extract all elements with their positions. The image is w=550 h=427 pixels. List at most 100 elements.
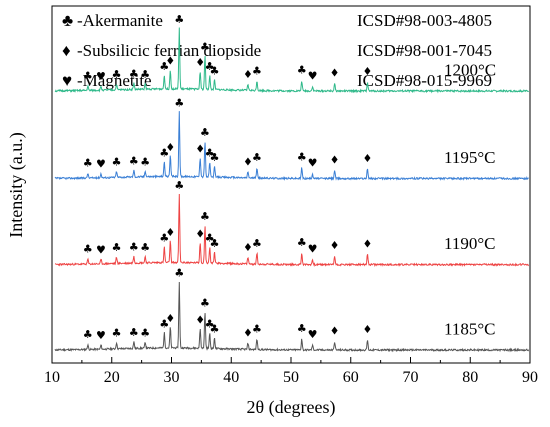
x-tick-label: 60	[343, 369, 359, 386]
peak-marker: ♣	[159, 318, 169, 331]
peak-marker: ♣	[297, 64, 307, 77]
peak-marker: ♣	[83, 243, 93, 256]
peak-marker: ♣	[129, 326, 139, 339]
peak-marker: ♣	[112, 155, 122, 168]
peak-marker: ♥	[308, 328, 318, 341]
peak-marker: ♥	[96, 70, 106, 83]
peak-marker: ♦	[165, 55, 175, 68]
peak-marker: ♣	[83, 69, 93, 82]
peak-marker: ♦	[243, 68, 253, 81]
phase-legend: ♣ -Akermanite ICSD#98-003-4805 ♦ -Subsil…	[62, 11, 492, 90]
series-layer: ♣ ♥ ♣ ♣ ♣♣♦♣♦♣♣♣ ♦ ♣ ♣ ♥ ♦ ♦ 1185°C♣ ♥ ♣ ♣ ♣♣♦♣♦♣♣♣ ♦ ♣ ♣ ♥…	[54, 13, 530, 353]
peak-marker: ♣	[252, 64, 262, 77]
peak-marker: ♣	[252, 151, 262, 164]
legend-ref-akermanite: ICSD#98-003-4805	[357, 11, 492, 30]
peak-marker: ♣	[140, 327, 150, 340]
x-tick-label: 90	[522, 369, 538, 386]
series-line	[54, 281, 530, 353]
peak-marker: ♣	[140, 68, 150, 81]
series-label: 1195°C	[444, 148, 496, 167]
peak-marker: ♣	[174, 96, 184, 109]
peak-marker: ♦	[243, 327, 253, 340]
peak-marker: ♦	[195, 56, 205, 69]
peak-marker: ♦	[363, 65, 373, 78]
x-axis-title: 2θ (degrees)	[246, 397, 335, 418]
peak-marker: ♣	[174, 267, 184, 280]
peak-marker: ♥	[96, 243, 106, 256]
peak-marker: ♦	[195, 142, 205, 155]
peak-marker: ♦	[330, 239, 340, 252]
peak-marker: ♦	[243, 155, 253, 168]
series-label: 1200°C	[444, 61, 496, 80]
legend-ref-diopside: ICSD#98-001-7045	[357, 41, 492, 60]
peak-marker: ♣	[210, 237, 220, 250]
peak-marker: ♣	[252, 323, 262, 336]
peak-marker: ♥	[308, 243, 318, 256]
peak-marker: ♦	[330, 66, 340, 79]
peak-marker: ♦	[330, 325, 340, 338]
peak-marker: ♣	[252, 237, 262, 250]
peak-marker: ♣	[205, 232, 215, 245]
legend-label-magnetite: -Magnetite	[77, 71, 152, 90]
peak-marker: ♣	[174, 13, 184, 26]
peak-marker: ♣	[140, 155, 150, 168]
peak-marker: ♥	[96, 157, 106, 170]
peak-marker: ♣	[297, 151, 307, 164]
peak-marker: ♣	[129, 240, 139, 253]
peak-marker: ♣	[129, 155, 139, 168]
peak-marker: ♣	[210, 323, 220, 336]
peak-marker: ♣	[174, 179, 184, 192]
peak-marker: ♦	[243, 241, 253, 254]
series-line	[54, 111, 529, 182]
peak-marker: ♣	[200, 41, 210, 54]
peak-marker: ♣	[210, 151, 220, 164]
peak-marker: ♣	[159, 232, 169, 245]
peak-marker: ♣	[297, 322, 307, 335]
x-tick-label: 20	[104, 369, 120, 386]
peak-marker: ♣	[205, 146, 215, 159]
peak-marker: ♣	[112, 327, 122, 340]
series-label: 1185°C	[444, 320, 496, 339]
peak-marker: ♦	[363, 238, 373, 251]
peak-marker: ♦	[330, 153, 340, 166]
peak-marker: ♣	[200, 297, 210, 310]
series-label: 1190°C	[444, 234, 496, 253]
peak-marker: ♣	[83, 328, 93, 341]
legend-symbol-club: ♣	[62, 11, 73, 30]
peak-marker: ♦	[363, 152, 373, 165]
peak-marker: ♣	[129, 68, 139, 81]
peak-marker: ♣	[200, 126, 210, 139]
peak-marker: ♥	[308, 69, 318, 82]
legend-label-akermanite: -Akermanite	[77, 11, 163, 30]
x-tick-label: 10	[44, 369, 60, 386]
x-tick-label: 30	[164, 369, 180, 386]
peak-marker: ♦	[195, 227, 205, 240]
peak-marker: ♥	[308, 157, 318, 170]
legend-label-diopside: -Subsilicic ferrian diopside	[77, 41, 261, 60]
peak-marker: ♣	[205, 60, 215, 73]
x-tick-label: 50	[283, 369, 299, 386]
peak-marker: ♣	[297, 236, 307, 249]
peak-marker: ♦	[165, 141, 175, 154]
peak-marker: ♣	[159, 60, 169, 73]
peak-marker: ♦	[195, 313, 205, 326]
x-tick-label: 40	[223, 369, 239, 386]
legend-symbol-heart: ♥	[62, 71, 72, 90]
peak-marker: ♣	[200, 210, 210, 223]
x-axis: 10 20 30 40 50 60 70 80 90	[44, 357, 538, 386]
peak-marker: ♦	[165, 312, 175, 325]
peak-marker: ♦	[165, 226, 175, 239]
series-line	[54, 27, 530, 94]
peak-marker: ♣	[210, 64, 220, 77]
peak-marker: ♦	[363, 323, 373, 336]
series-line	[54, 193, 530, 268]
y-axis-title: Intensity (a.u.)	[6, 132, 27, 237]
legend-symbol-diamond: ♦	[62, 41, 71, 60]
peak-marker: ♣	[83, 157, 93, 170]
peak-marker: ♣	[112, 68, 122, 81]
x-tick-label: 80	[462, 369, 478, 386]
peak-marker: ♣	[205, 318, 215, 331]
peak-marker: ♣	[159, 146, 169, 159]
x-tick-label: 70	[403, 369, 419, 386]
